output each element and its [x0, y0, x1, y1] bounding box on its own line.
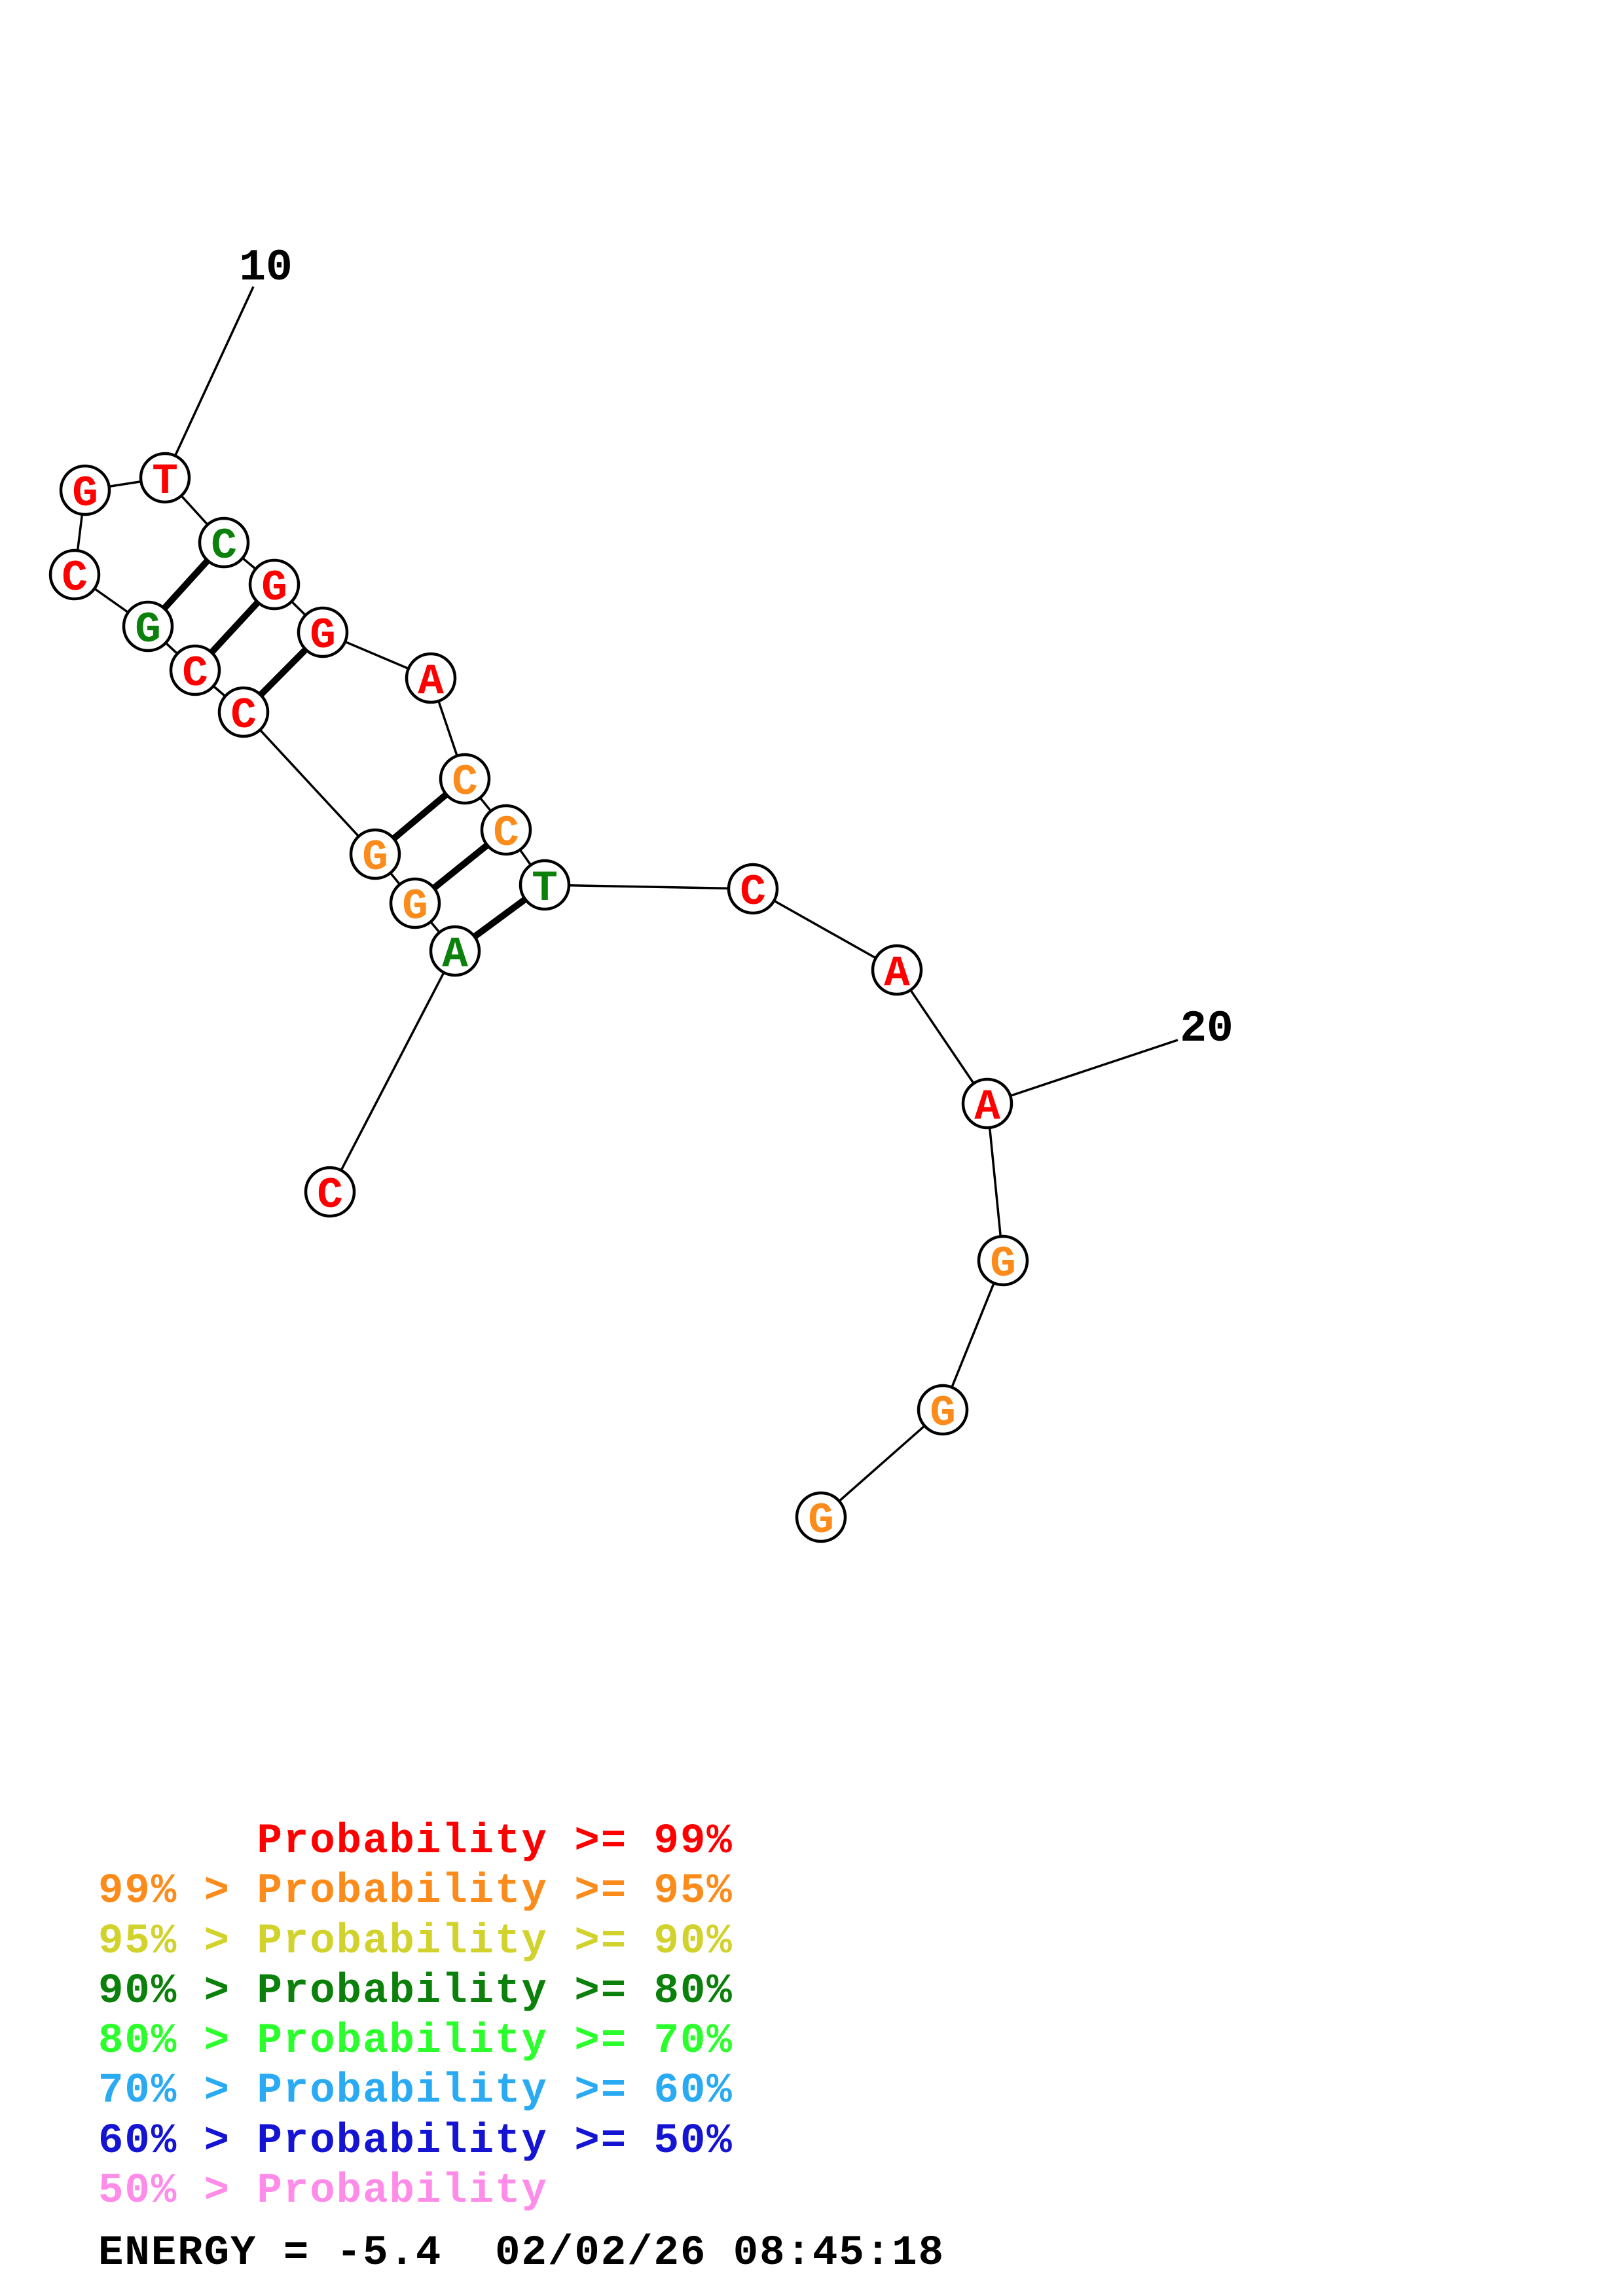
nucleotide-letter: A	[974, 1083, 1000, 1132]
nucleotide-letter: G	[362, 833, 388, 882]
legend-row: 95% > Probability >= 90%	[98, 1918, 733, 1965]
legend: Probability >= 99% 99% > Probability >= 9…	[98, 1817, 733, 2216]
nucleotide-letter: C	[452, 758, 478, 807]
nucleotide-node	[248, 558, 301, 611]
nucleotide-letter: G	[310, 611, 336, 660]
nucleotide-letter: C	[317, 1171, 343, 1220]
nucleotide-node	[304, 1166, 356, 1218]
legend-row: 70% > Probability >= 60%	[98, 2068, 733, 2115]
nucleotide-node	[48, 548, 101, 601]
nucleotide-node	[519, 859, 571, 911]
nucleotide-node	[727, 863, 779, 915]
backbone-line	[986, 1103, 1004, 1261]
nucleotide-node	[297, 606, 349, 658]
nucleotide-letter: C	[211, 522, 237, 571]
nucleotide-node	[917, 1384, 969, 1436]
nucleotide-node	[871, 944, 923, 996]
nucleotide-letter: A	[884, 949, 910, 998]
number-label-line	[987, 1039, 1178, 1105]
nucleotide-node	[139, 452, 191, 504]
nucleotide-node	[977, 1234, 1029, 1287]
nucleotide-node	[795, 1491, 847, 1543]
nucleotide-node	[122, 600, 174, 653]
nucleotide-letter: T	[152, 457, 178, 506]
nucleotide-letter: G	[990, 1240, 1016, 1289]
legend-row: 50% > Probability	[98, 2168, 548, 2215]
backbone-line	[242, 711, 376, 855]
nucleotide-letter: C	[182, 649, 208, 698]
nucleotide-letter: C	[62, 554, 88, 603]
nucleotide-letter: G	[135, 605, 161, 655]
nucleotide-letter: G	[261, 564, 287, 613]
sequence-number-label: 10	[239, 243, 293, 293]
nucleotide-letter: A	[418, 657, 444, 706]
legend-row: 80% > Probability >= 70%	[98, 2018, 733, 2066]
nucleotide-letter: C	[740, 868, 766, 917]
nucleotide-letter: T	[532, 864, 558, 913]
legend-row: Probability >= 99%	[98, 1818, 733, 1865]
legend-row: 99% > Probability >= 95%	[98, 1868, 733, 1916]
nucleotide-letter: A	[442, 930, 468, 979]
nucleotide-letter: C	[230, 691, 257, 740]
nucleotide-node	[429, 925, 481, 977]
nucleotide-node	[389, 877, 441, 929]
legend-row: 60% > Probability >= 50%	[98, 2117, 733, 2165]
nucleotide-letter: C	[493, 809, 519, 858]
sequence-number-label: 20	[1180, 1004, 1233, 1054]
legend-row: 90% > Probability >= 80%	[98, 1967, 733, 2015]
nucleotide-letter: G	[402, 882, 428, 931]
nucleotide-letter: G	[808, 1496, 834, 1545]
backbone-line	[896, 969, 989, 1104]
backbone-line	[752, 888, 898, 971]
nucleotide-letter: G	[72, 469, 98, 518]
nucleotide-node	[961, 1077, 1013, 1130]
nucleotide-node	[198, 516, 250, 569]
nucleotide-node	[169, 644, 221, 696]
backbone-line	[329, 950, 456, 1193]
nucleotide-node	[480, 804, 532, 856]
nucleotide-node	[349, 828, 401, 880]
number-label-line	[164, 286, 255, 478]
nucleotide-node	[217, 686, 270, 738]
nucleotide-node	[59, 464, 111, 516]
energy-line: ENERGY = -5.4 02/02/26 08:45:18	[98, 2230, 945, 2277]
backbone-line	[544, 884, 754, 890]
nucleotide-node	[405, 652, 457, 704]
backbone-line	[941, 1260, 1004, 1410]
backbone-line	[820, 1408, 944, 1518]
nucleotide-node	[439, 753, 491, 805]
nucleotide-letter: G	[930, 1389, 956, 1438]
